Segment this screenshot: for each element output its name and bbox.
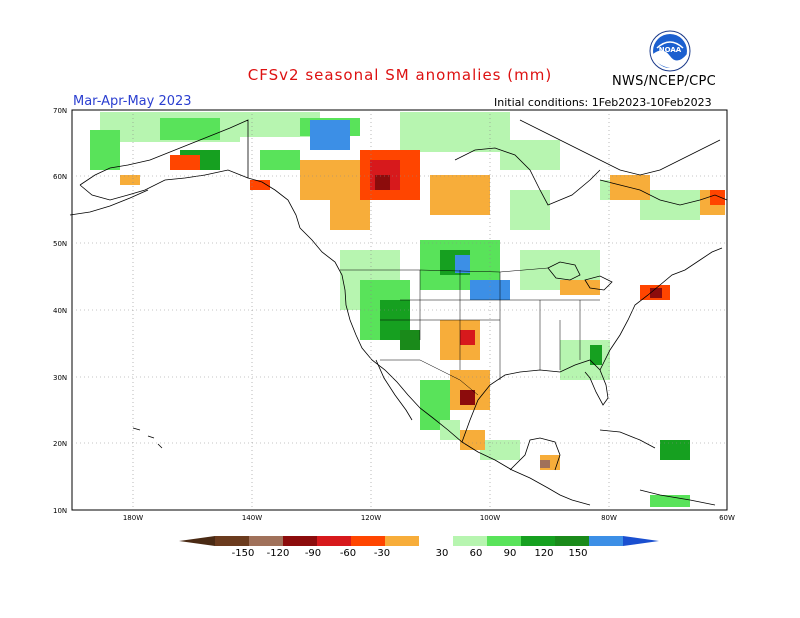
- hawaii: [132, 427, 163, 449]
- legend-swatch: [521, 536, 555, 546]
- legend-swatch: [419, 536, 453, 546]
- legend-arrow-right: [623, 536, 659, 546]
- anomaly-cell: [560, 280, 600, 295]
- org-label: NWS/NCEP/CPC: [612, 74, 717, 89]
- anomaly-cell: [310, 120, 350, 150]
- legend-swatch: [385, 536, 419, 546]
- season-label: Mar-Apr-May 2023: [73, 94, 192, 109]
- lat-label: 10N: [53, 507, 67, 515]
- anomaly-cell: [710, 190, 725, 205]
- greenland-south: [599, 179, 728, 206]
- lon-label: 80W: [601, 514, 617, 522]
- anomaly-cell: [250, 180, 270, 190]
- legend-swatch: [487, 536, 521, 546]
- legend-label: -150: [232, 548, 255, 559]
- great-lakes: [547, 261, 581, 281]
- legend-labels: -150 -120 -90 -60 -30 30 60 90 120 150: [232, 548, 588, 559]
- anomaly-cell: [460, 330, 475, 345]
- yucatan: [509, 437, 561, 471]
- color-legend: [179, 536, 659, 546]
- legend-label: -90: [305, 548, 321, 559]
- anomaly-cell: [560, 340, 610, 380]
- anomaly-cell: [430, 175, 490, 215]
- init-conditions-label: Initial conditions: 1Feb2023-10Feb2023: [494, 96, 712, 109]
- east-coast: [599, 247, 723, 371]
- legend-label: 150: [568, 548, 587, 559]
- anomaly-cell: [660, 440, 690, 460]
- lon-label: 100W: [480, 514, 500, 522]
- political-boundaries: [340, 267, 600, 396]
- anomaly-cell: [400, 112, 510, 152]
- west-coast: [299, 227, 591, 506]
- lat-label: 70N: [53, 107, 67, 115]
- anomaly-cell: [90, 130, 120, 170]
- south-america: [639, 489, 716, 506]
- map-title: CFSv2 seasonal SM anomalies (mm): [247, 66, 553, 84]
- hudson-bay: [454, 147, 601, 206]
- coastlines: [69, 119, 728, 506]
- graticule: [72, 110, 727, 510]
- lon-label: 120W: [361, 514, 381, 522]
- aleutians: [69, 189, 149, 216]
- lon-label: 140W: [242, 514, 262, 522]
- latitude-labels: 70N 60N 50N 40N 30N 20N 10N: [53, 107, 67, 515]
- anomaly-cell: [540, 460, 550, 468]
- legend-swatch: [555, 536, 589, 546]
- lat-label: 30N: [53, 374, 67, 382]
- legend-swatch: [317, 536, 351, 546]
- legend-label: 60: [470, 548, 483, 559]
- legend-label: -120: [267, 548, 290, 559]
- alaska-coast: [79, 119, 301, 229]
- anomaly-cell: [650, 288, 662, 298]
- anomaly-cell: [440, 420, 460, 440]
- anomaly-cell: [460, 390, 475, 405]
- anomaly-cell: [375, 175, 390, 190]
- baja-coast: [375, 359, 413, 421]
- alaska-south-coast: [79, 169, 249, 201]
- anomaly-cell: [460, 430, 485, 450]
- legend-swatch: [589, 536, 623, 546]
- lon-label: 180W: [123, 514, 143, 522]
- great-lakes-east: [584, 275, 613, 291]
- anomaly-cell: [510, 190, 550, 230]
- legend-label: -60: [340, 548, 356, 559]
- anomaly-cell: [500, 140, 560, 170]
- anomaly-cell: [455, 255, 470, 273]
- legend-label: 120: [534, 548, 553, 559]
- legend-swatch: [283, 536, 317, 546]
- legend-label: -30: [374, 548, 390, 559]
- lat-label: 50N: [53, 240, 67, 248]
- anomaly-cell: [590, 345, 602, 365]
- anomaly-cell: [160, 118, 220, 140]
- legend-label: 90: [504, 548, 517, 559]
- anomaly-cell: [330, 200, 370, 230]
- legend-swatch: [249, 536, 283, 546]
- anomaly-cell: [300, 160, 360, 200]
- longitude-labels: 180W 140W 120W 100W 80W 60W: [123, 514, 735, 522]
- anomaly-cell: [120, 175, 140, 185]
- state-lines: [380, 270, 600, 380]
- lon-label: 60W: [719, 514, 735, 522]
- lat-label: 60N: [53, 173, 67, 181]
- arctic-islands: [519, 119, 721, 176]
- anomaly-cell: [170, 155, 200, 170]
- gulf-coast: [461, 359, 609, 443]
- legend-swatch: [351, 536, 385, 546]
- legend-swatch: [453, 536, 487, 546]
- anomaly-cell: [260, 150, 300, 170]
- anomaly-cell: [400, 330, 420, 350]
- legend-label: 30: [436, 548, 449, 559]
- lat-label: 40N: [53, 307, 67, 315]
- noaa-logo-icon: NOAA: [649, 30, 691, 72]
- lat-label: 20N: [53, 440, 67, 448]
- us-mexico-border: [380, 359, 479, 396]
- legend-arrow-left: [179, 536, 215, 546]
- noaa-logo-text: NOAA: [659, 46, 682, 54]
- cuba: [599, 429, 656, 449]
- legend-swatch: [215, 536, 249, 546]
